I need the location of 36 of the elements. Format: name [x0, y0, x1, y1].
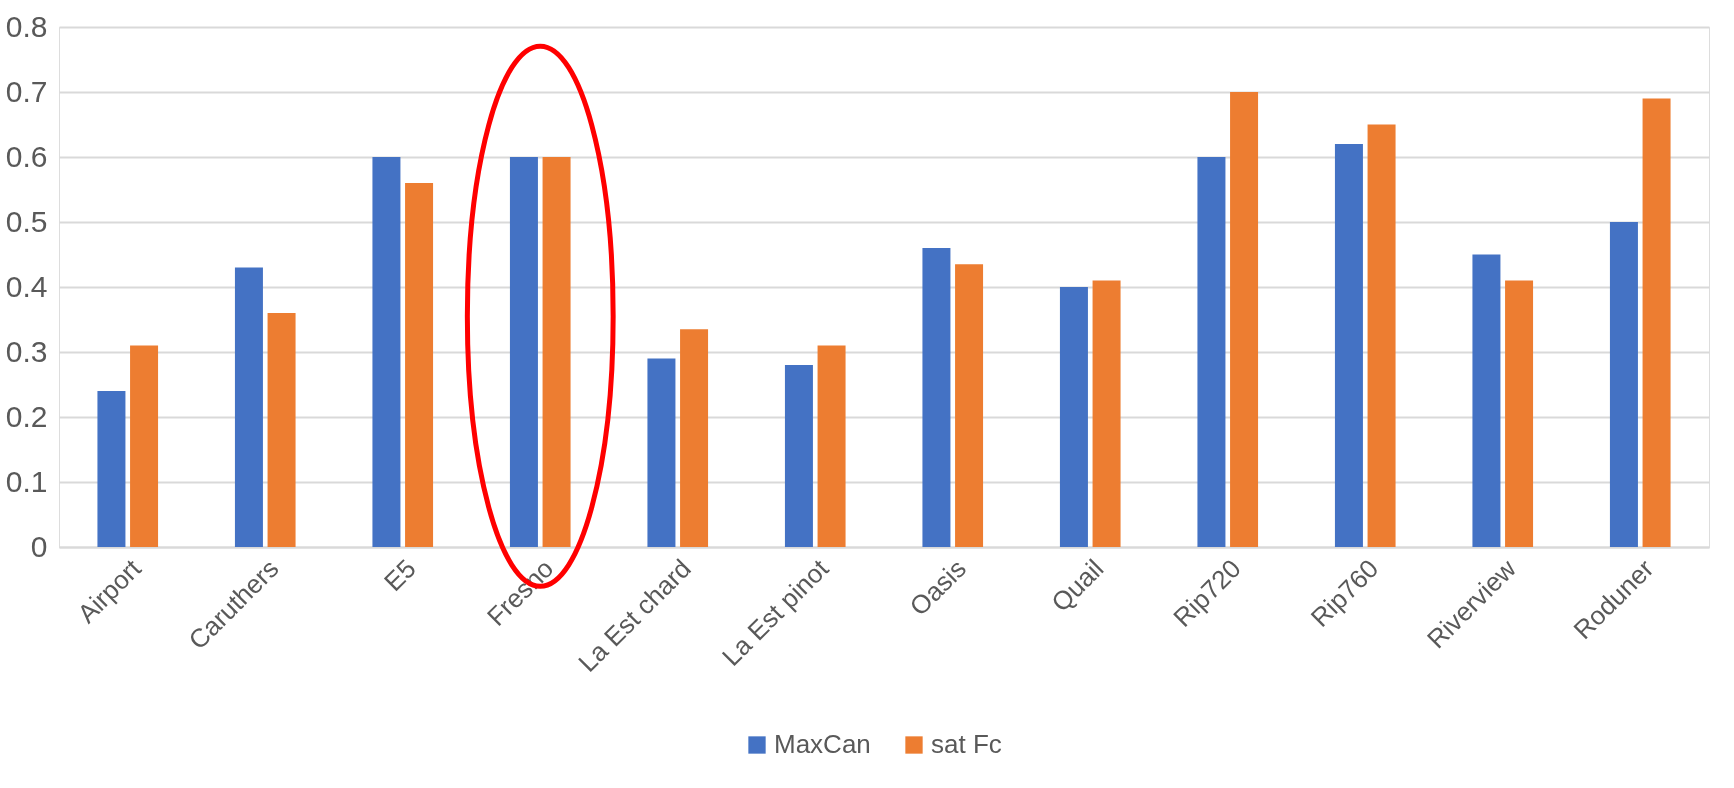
bar	[97, 391, 126, 547]
bar	[1334, 144, 1363, 547]
bar	[1367, 124, 1396, 547]
bar	[509, 157, 538, 547]
y-tick-label: 0.2	[5, 399, 48, 433]
y-tick-label: 0	[30, 529, 48, 563]
bar	[680, 329, 709, 547]
bar	[1642, 98, 1671, 547]
bar	[1059, 287, 1088, 547]
y-tick-label: 0.6	[5, 139, 48, 173]
bar	[267, 313, 296, 547]
bar	[1609, 222, 1638, 547]
y-tick-label: 0.1	[5, 464, 48, 498]
y-tick-label: 0.4	[5, 269, 48, 303]
bar	[1092, 280, 1121, 547]
bar	[372, 157, 401, 547]
y-tick-label: 0.7	[5, 74, 48, 108]
y-tick-label: 0.3	[5, 334, 48, 368]
bar	[647, 358, 676, 547]
legend-label: sat Fc	[931, 729, 1002, 759]
legend-label: MaxCan	[774, 729, 871, 759]
y-tick-label: 0.8	[5, 9, 48, 43]
bar	[1505, 280, 1534, 547]
bar	[405, 183, 434, 547]
bar	[922, 248, 951, 547]
bar	[1230, 92, 1259, 547]
y-tick-label: 0.5	[5, 204, 48, 238]
bar	[130, 345, 159, 547]
bar	[1472, 254, 1501, 547]
bar	[1197, 157, 1226, 547]
bar	[817, 345, 846, 547]
x-tick-label: E5	[378, 553, 422, 598]
bar	[784, 365, 813, 547]
bar	[542, 157, 571, 547]
bar	[955, 264, 984, 547]
bar	[234, 267, 263, 547]
